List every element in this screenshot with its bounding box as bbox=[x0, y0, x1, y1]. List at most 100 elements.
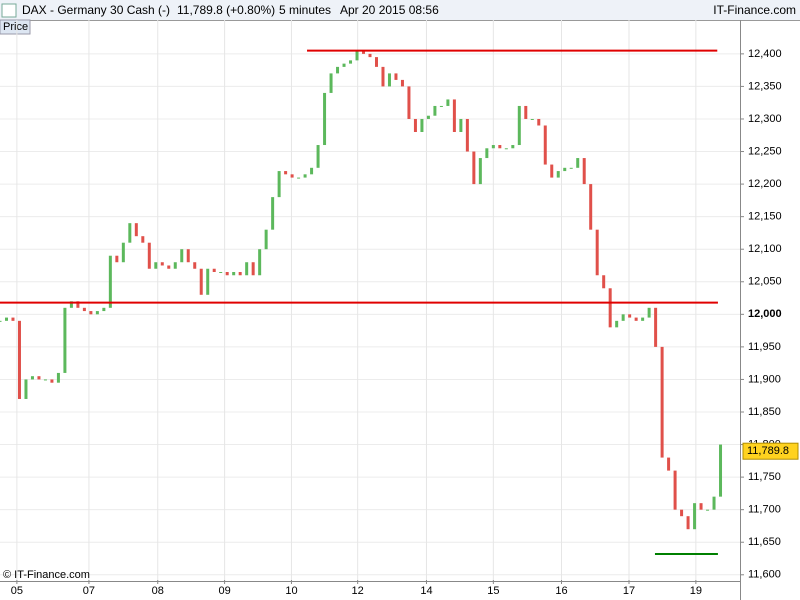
candle bbox=[530, 118, 534, 120]
candle bbox=[115, 255, 119, 263]
candle bbox=[238, 272, 242, 276]
candle bbox=[336, 66, 340, 74]
brand: IT-Finance.com bbox=[713, 3, 796, 17]
panel-tab bbox=[0, 19, 31, 35]
candle bbox=[407, 86, 411, 119]
candle bbox=[368, 53, 372, 58]
chart-icon[interactable] bbox=[1, 3, 17, 18]
last-price-label: 11,789.8 bbox=[747, 445, 789, 457]
candle bbox=[563, 167, 567, 172]
candle bbox=[147, 242, 151, 269]
panel-label: Price bbox=[3, 21, 28, 33]
candle bbox=[95, 311, 99, 315]
candle bbox=[63, 307, 67, 373]
candle bbox=[654, 307, 658, 347]
candle bbox=[167, 265, 171, 269]
y-tick-label: 12,400 bbox=[748, 48, 782, 60]
y-tick-label: 12,350 bbox=[748, 80, 782, 92]
candle bbox=[647, 307, 651, 318]
candle bbox=[108, 255, 112, 308]
y-tick-label: 12,100 bbox=[748, 243, 782, 255]
candle bbox=[180, 249, 184, 263]
x-tick-label: 17 bbox=[623, 585, 635, 597]
candle bbox=[134, 223, 138, 237]
x-tick-label: 07 bbox=[83, 585, 95, 597]
y-tick-label: 11,950 bbox=[748, 341, 781, 353]
candle bbox=[277, 171, 281, 198]
candle bbox=[56, 372, 60, 383]
y-tick-label: 12,150 bbox=[748, 211, 782, 223]
candle bbox=[556, 171, 560, 178]
candle bbox=[621, 314, 625, 321]
candle bbox=[413, 118, 417, 132]
candle bbox=[24, 379, 28, 399]
candle bbox=[634, 317, 638, 321]
x-tick-label: 05 bbox=[11, 585, 23, 597]
candle bbox=[576, 158, 580, 168]
candle bbox=[667, 457, 671, 471]
y-tick-label: 11,600 bbox=[748, 569, 781, 581]
x-tick-label: 10 bbox=[285, 585, 297, 597]
copyright: © IT-Finance.com bbox=[3, 569, 90, 581]
candle bbox=[284, 171, 288, 175]
y-tick-label: 11,900 bbox=[748, 373, 781, 385]
candle bbox=[154, 262, 158, 269]
x-tick-label: 12 bbox=[352, 585, 364, 597]
candle bbox=[699, 503, 703, 510]
candle bbox=[472, 151, 476, 185]
candle bbox=[569, 167, 573, 169]
candle bbox=[82, 307, 86, 312]
candle bbox=[225, 272, 229, 276]
header-bar bbox=[0, 0, 800, 20]
candle bbox=[680, 509, 684, 517]
candle bbox=[524, 105, 528, 119]
candle bbox=[128, 223, 132, 243]
candle bbox=[686, 516, 690, 530]
candle bbox=[329, 73, 333, 93]
candle bbox=[452, 99, 456, 132]
y-tick-label: 12,300 bbox=[748, 113, 782, 125]
candle bbox=[433, 105, 437, 116]
symbol: DAX - Germany 30 Cash (-) bbox=[22, 3, 170, 17]
candle bbox=[582, 158, 586, 185]
x-tick-label: 14 bbox=[420, 585, 432, 597]
candle bbox=[693, 503, 697, 530]
candle bbox=[355, 50, 359, 61]
candle bbox=[193, 262, 197, 269]
candle bbox=[543, 125, 547, 165]
candle bbox=[206, 268, 210, 295]
candle bbox=[465, 118, 469, 152]
candle bbox=[660, 346, 664, 458]
candle bbox=[89, 311, 93, 315]
y-tick-label: 11,750 bbox=[748, 471, 781, 483]
candle bbox=[212, 268, 216, 272]
candle bbox=[342, 63, 346, 67]
candle bbox=[37, 376, 41, 380]
candle bbox=[394, 73, 398, 80]
candle bbox=[297, 177, 301, 179]
candle bbox=[349, 60, 353, 64]
candle bbox=[504, 148, 508, 150]
y-tick-label: 12,250 bbox=[748, 145, 782, 157]
x-tick-label: 16 bbox=[555, 585, 567, 597]
candle bbox=[387, 73, 391, 87]
candle bbox=[615, 320, 619, 328]
plot-area bbox=[0, 20, 740, 580]
candle bbox=[381, 66, 385, 87]
candle bbox=[362, 50, 366, 54]
y-tick-label: 11,650 bbox=[748, 536, 781, 548]
candle bbox=[141, 236, 145, 243]
candle bbox=[673, 470, 677, 510]
x-tick-label: 15 bbox=[487, 585, 499, 597]
candle bbox=[374, 57, 378, 67]
interval: 5 minutes bbox=[279, 3, 331, 17]
y-tick-label: 12,000 bbox=[748, 308, 782, 320]
candle bbox=[264, 229, 268, 250]
candle bbox=[550, 164, 554, 178]
candle bbox=[426, 115, 430, 119]
candle bbox=[420, 118, 424, 132]
candle bbox=[491, 145, 495, 149]
candle bbox=[602, 275, 606, 289]
